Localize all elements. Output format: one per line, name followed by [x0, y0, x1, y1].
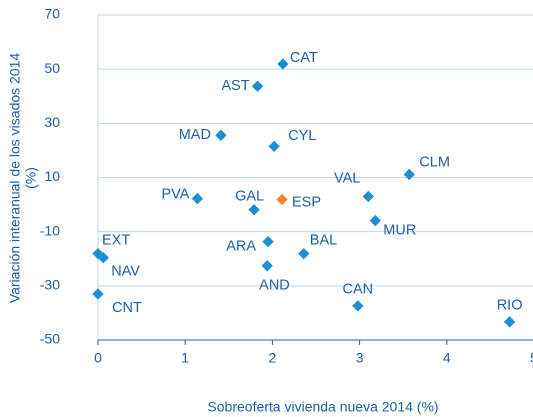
point-label: CAN	[343, 282, 374, 298]
point-label: MUR	[383, 222, 416, 238]
point-label: EXT	[102, 232, 130, 248]
point	[191, 192, 204, 205]
point	[251, 80, 264, 92]
y-axis-title: Variación interanual de los visados 2014	[7, 53, 23, 304]
point	[403, 168, 415, 181]
point-label: BAL	[310, 232, 337, 248]
point	[298, 247, 310, 260]
y-tick-label: 30	[44, 114, 60, 130]
x-tick-label: 3	[356, 350, 364, 366]
point-label: CNT	[112, 300, 142, 316]
x-tick-label: 2	[269, 350, 277, 366]
point	[503, 316, 516, 328]
y-tick-label: 10	[44, 168, 60, 184]
point	[262, 236, 274, 248]
y-tick-label: -50	[40, 331, 60, 347]
y-tick-label: -10	[40, 222, 60, 238]
point	[261, 260, 273, 272]
x-tick-label: 0	[94, 350, 102, 366]
point	[352, 300, 364, 312]
point	[369, 214, 381, 227]
y-tick-label: 70	[44, 6, 60, 22]
point	[268, 140, 280, 153]
x-tick-label: 5	[530, 350, 533, 366]
point-label: CYL	[288, 128, 316, 144]
y-axis-title: (%)	[23, 167, 39, 189]
y-tick-label: -30	[40, 277, 60, 293]
point-label: CAT	[290, 50, 318, 66]
point-label: MAD	[179, 127, 211, 143]
point	[97, 252, 109, 264]
point-label: GAL	[235, 189, 264, 205]
point-label: ESP	[292, 194, 321, 210]
point-label: ARA	[226, 239, 256, 255]
point	[92, 288, 104, 300]
point-label: NAV	[111, 263, 140, 279]
point-label: AST	[221, 78, 249, 94]
x-axis-title: Sobreoferta vivienda nueva 2014 (%)	[207, 399, 438, 415]
point-label: VAL	[334, 170, 360, 186]
point-label: PVA	[161, 186, 189, 202]
point	[248, 204, 260, 216]
point-label: CLM	[419, 154, 450, 170]
x-tick-label: 1	[181, 350, 189, 366]
point	[362, 190, 374, 203]
point-label: RIO	[497, 298, 523, 314]
y-tick-label: 50	[44, 60, 60, 76]
point	[276, 193, 288, 206]
point	[277, 58, 289, 70]
point-label: AND	[259, 278, 290, 294]
x-tick-label: 4	[443, 350, 451, 366]
point	[215, 129, 227, 141]
